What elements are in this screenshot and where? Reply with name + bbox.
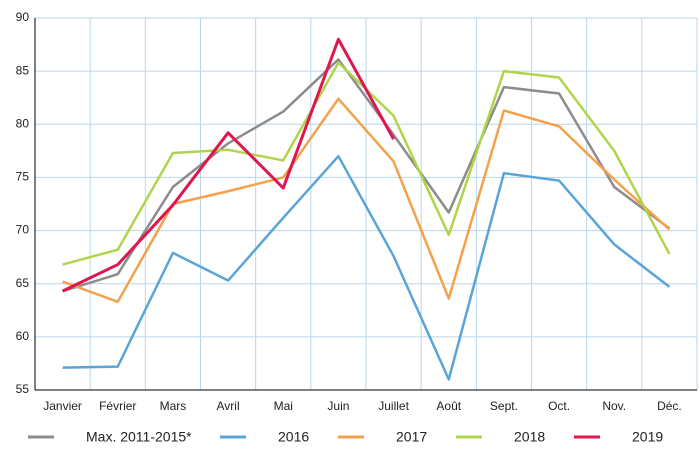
y-tick-label: 90: [16, 10, 30, 24]
y-tick-label: 70: [16, 223, 30, 237]
x-tick-label: Nov.: [602, 399, 626, 413]
x-tick-label: Février: [99, 399, 136, 413]
x-tick-label: Juillet: [378, 399, 409, 413]
y-tick-label: 55: [16, 382, 30, 396]
y-tick-label: 80: [16, 116, 30, 130]
x-tick-label: Août: [436, 399, 461, 413]
series-line: [62, 58, 671, 293]
y-tick-label: 65: [16, 276, 30, 290]
x-tick-label: Sept.: [490, 399, 518, 413]
legend-label: 2016: [278, 429, 309, 445]
x-tick-label: Oct.: [548, 399, 570, 413]
legend-label: 2019: [632, 429, 663, 445]
y-tick-label: 75: [16, 170, 30, 184]
legend-label: 2018: [514, 429, 545, 445]
legend-label: Max. 2011-2015*: [86, 429, 192, 445]
x-tick-label: Mars: [160, 399, 187, 413]
y-tick-label: 85: [16, 63, 30, 77]
x-tick-label: Mai: [274, 399, 293, 413]
y-tick-label: 60: [16, 329, 30, 343]
series-line: [62, 97, 671, 304]
series-line: [62, 154, 671, 381]
x-tick-label: Juin: [327, 399, 349, 413]
legend-label: 2017: [396, 429, 427, 445]
x-tick-label: Déc.: [657, 399, 682, 413]
x-tick-label: Avril: [217, 399, 240, 413]
x-tick-label: Janvier: [43, 399, 82, 413]
series-line: [61, 37, 395, 293]
